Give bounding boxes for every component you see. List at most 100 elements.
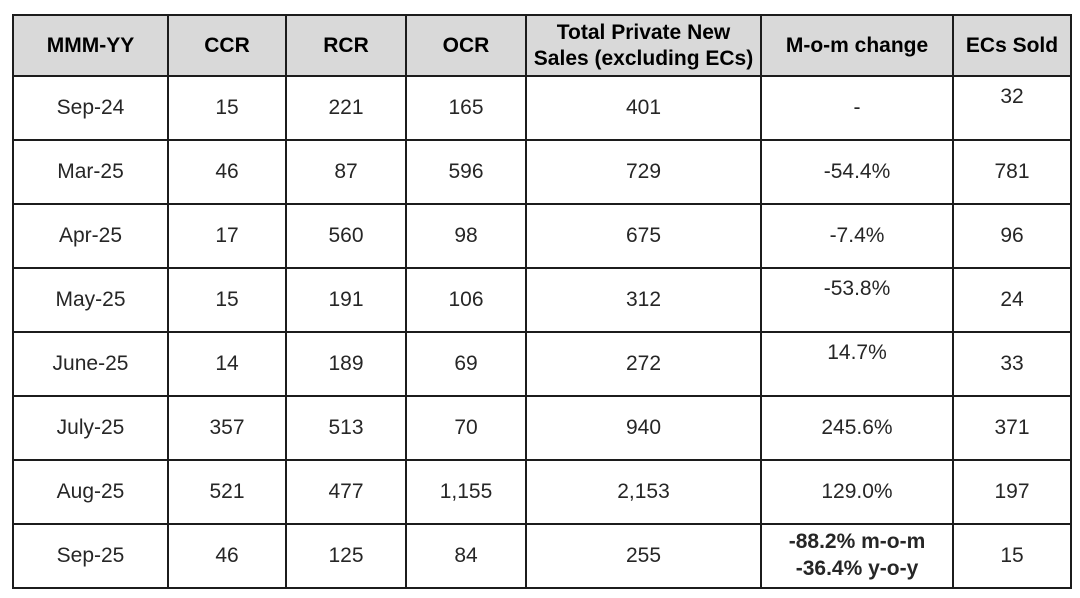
cell-text-line: Apr-25: [58, 223, 123, 247]
cell-text-line: 33: [1000, 351, 1024, 375]
column-header-total-private-new: Total Private New Sales (excluding ECs): [525, 14, 762, 77]
table-cell: 272: [525, 331, 762, 397]
table-cell: 14: [167, 331, 287, 397]
cell-text-line: May-25: [55, 287, 126, 311]
table-row-may-25: May-25 15 191 106 312 -53.8% 24: [12, 267, 1072, 333]
cell-text-line: 15: [1000, 543, 1024, 567]
table-cell: 125: [285, 523, 407, 589]
table-cell: 129.0%: [760, 459, 954, 525]
cell-text-line: June-25: [52, 351, 129, 375]
cell-text-line: Sales (excluding ECs): [533, 46, 754, 70]
cell-text-line: 272: [625, 351, 662, 375]
cell-text-line: 17: [215, 223, 239, 247]
cell-text-line: 15: [215, 95, 239, 119]
table-cell: July-25: [12, 395, 169, 461]
column-header-m-o-m-change: M-o-m change: [760, 14, 954, 77]
table-row-aug-25: Aug-25 521 477 1,155 2,153 129.0% 197: [12, 459, 1072, 525]
cell-text-line: 106: [448, 287, 484, 311]
table-cell: 87: [285, 139, 407, 205]
cell-text-line: 98: [454, 223, 478, 247]
cell-text-line: 596: [448, 159, 484, 183]
table-cell: 15: [167, 75, 287, 141]
column-header-rcr: RCR: [285, 14, 407, 77]
table-cell: Mar-25: [12, 139, 169, 205]
cell-text-line: 729: [625, 159, 662, 183]
cell-text-line: 675: [625, 223, 662, 247]
cell-text-line: Sep-25: [56, 543, 125, 567]
table-cell: -: [760, 75, 954, 141]
table-cell: -54.4%: [760, 139, 954, 205]
cell-text-line: M-o-m change: [785, 33, 929, 57]
private-new-home-sales-table: MMM-YY CCR RCR OCR Total Private New Sales (e…: [12, 14, 1072, 589]
cell-text-line: 401: [625, 95, 662, 119]
cell-text-line: 371: [994, 415, 1030, 439]
cell-text-line: 69: [454, 351, 478, 375]
table-cell: 24: [952, 267, 1072, 333]
cell-text-line: RCR: [323, 33, 369, 57]
table-cell: 70: [405, 395, 527, 461]
cell-text-line: 940: [625, 415, 662, 439]
table-cell: 33: [952, 331, 1072, 397]
cell-text-line: 2,153: [617, 479, 670, 503]
table-cell: Aug-25: [12, 459, 169, 525]
table-row-june-25: June-25 14 189 69 272 14.7% 33: [12, 331, 1072, 397]
table-cell: 15: [167, 267, 287, 333]
cell-text-line: Mar-25: [57, 159, 124, 183]
column-header-ccr: CCR: [167, 14, 287, 77]
table-cell: -88.2% m-o-m -36.4% y-o-y: [760, 523, 954, 589]
table-cell: 1,155: [405, 459, 527, 525]
table-cell: 221: [285, 75, 407, 141]
table-cell: 513: [285, 395, 407, 461]
table-cell: 197: [952, 459, 1072, 525]
table-cell: 106: [405, 267, 527, 333]
table-cell: May-25: [12, 267, 169, 333]
table-cell: -7.4%: [760, 203, 954, 269]
cell-text-line: 477: [328, 479, 364, 503]
column-header-ecs-sold: ECs Sold: [952, 14, 1072, 77]
table-cell: 477: [285, 459, 407, 525]
cell-text-line: 312: [625, 287, 662, 311]
cell-text-line: CCR: [204, 33, 250, 57]
cell-text-line: 46: [215, 159, 239, 183]
cell-text-line: 189: [328, 351, 364, 375]
cell-text-line: 125: [328, 543, 364, 567]
table-cell: 729: [525, 139, 762, 205]
table-cell: 46: [167, 523, 287, 589]
cell-text-line: 15: [215, 287, 239, 311]
table-cell: 521: [167, 459, 287, 525]
column-header-mmm-yy: MMM-YY: [12, 14, 169, 77]
table-cell: 245.6%: [760, 395, 954, 461]
table-cell: 675: [525, 203, 762, 269]
cell-text-line: OCR: [442, 33, 490, 57]
column-header-ocr: OCR: [405, 14, 527, 77]
cell-text-line: ECs Sold: [965, 33, 1059, 57]
table-cell: 46: [167, 139, 287, 205]
cell-text-line: 96: [1000, 223, 1024, 247]
table-cell: 98: [405, 203, 527, 269]
cell-text-line: MMM-YY: [46, 33, 135, 57]
table-cell: 781: [952, 139, 1072, 205]
table-cell: Apr-25: [12, 203, 169, 269]
header-row: MMM-YY CCR RCR OCR Total Private New Sales (e…: [12, 14, 1072, 77]
cell-text-line: 560: [328, 223, 364, 247]
table-cell: 2,153: [525, 459, 762, 525]
table-cell: 191: [285, 267, 407, 333]
cell-text-line: 357: [209, 415, 245, 439]
cell-text-line: 32: [1000, 85, 1024, 108]
cell-text-line: -: [853, 95, 861, 119]
table-cell: June-25: [12, 331, 169, 397]
table-cell: 15: [952, 523, 1072, 589]
table-cell: 255: [525, 523, 762, 589]
cell-text-line: 513: [328, 415, 364, 439]
table-cell: 96: [952, 203, 1072, 269]
cell-text-line: 14: [215, 351, 239, 375]
cell-text-line: -7.4%: [829, 223, 885, 247]
table-row-sep-25: Sep-25 46 125 84 255 -88.2% m-o-m -36.4% y-o-y…: [12, 523, 1072, 589]
cell-text-line: 70: [454, 415, 478, 439]
table-cell: 32: [952, 75, 1072, 141]
cell-text-line: 191: [328, 287, 364, 311]
cell-text-line: 521: [209, 479, 245, 503]
cell-text-line: Total Private New: [556, 20, 731, 44]
cell-text-line: 221: [328, 95, 364, 119]
